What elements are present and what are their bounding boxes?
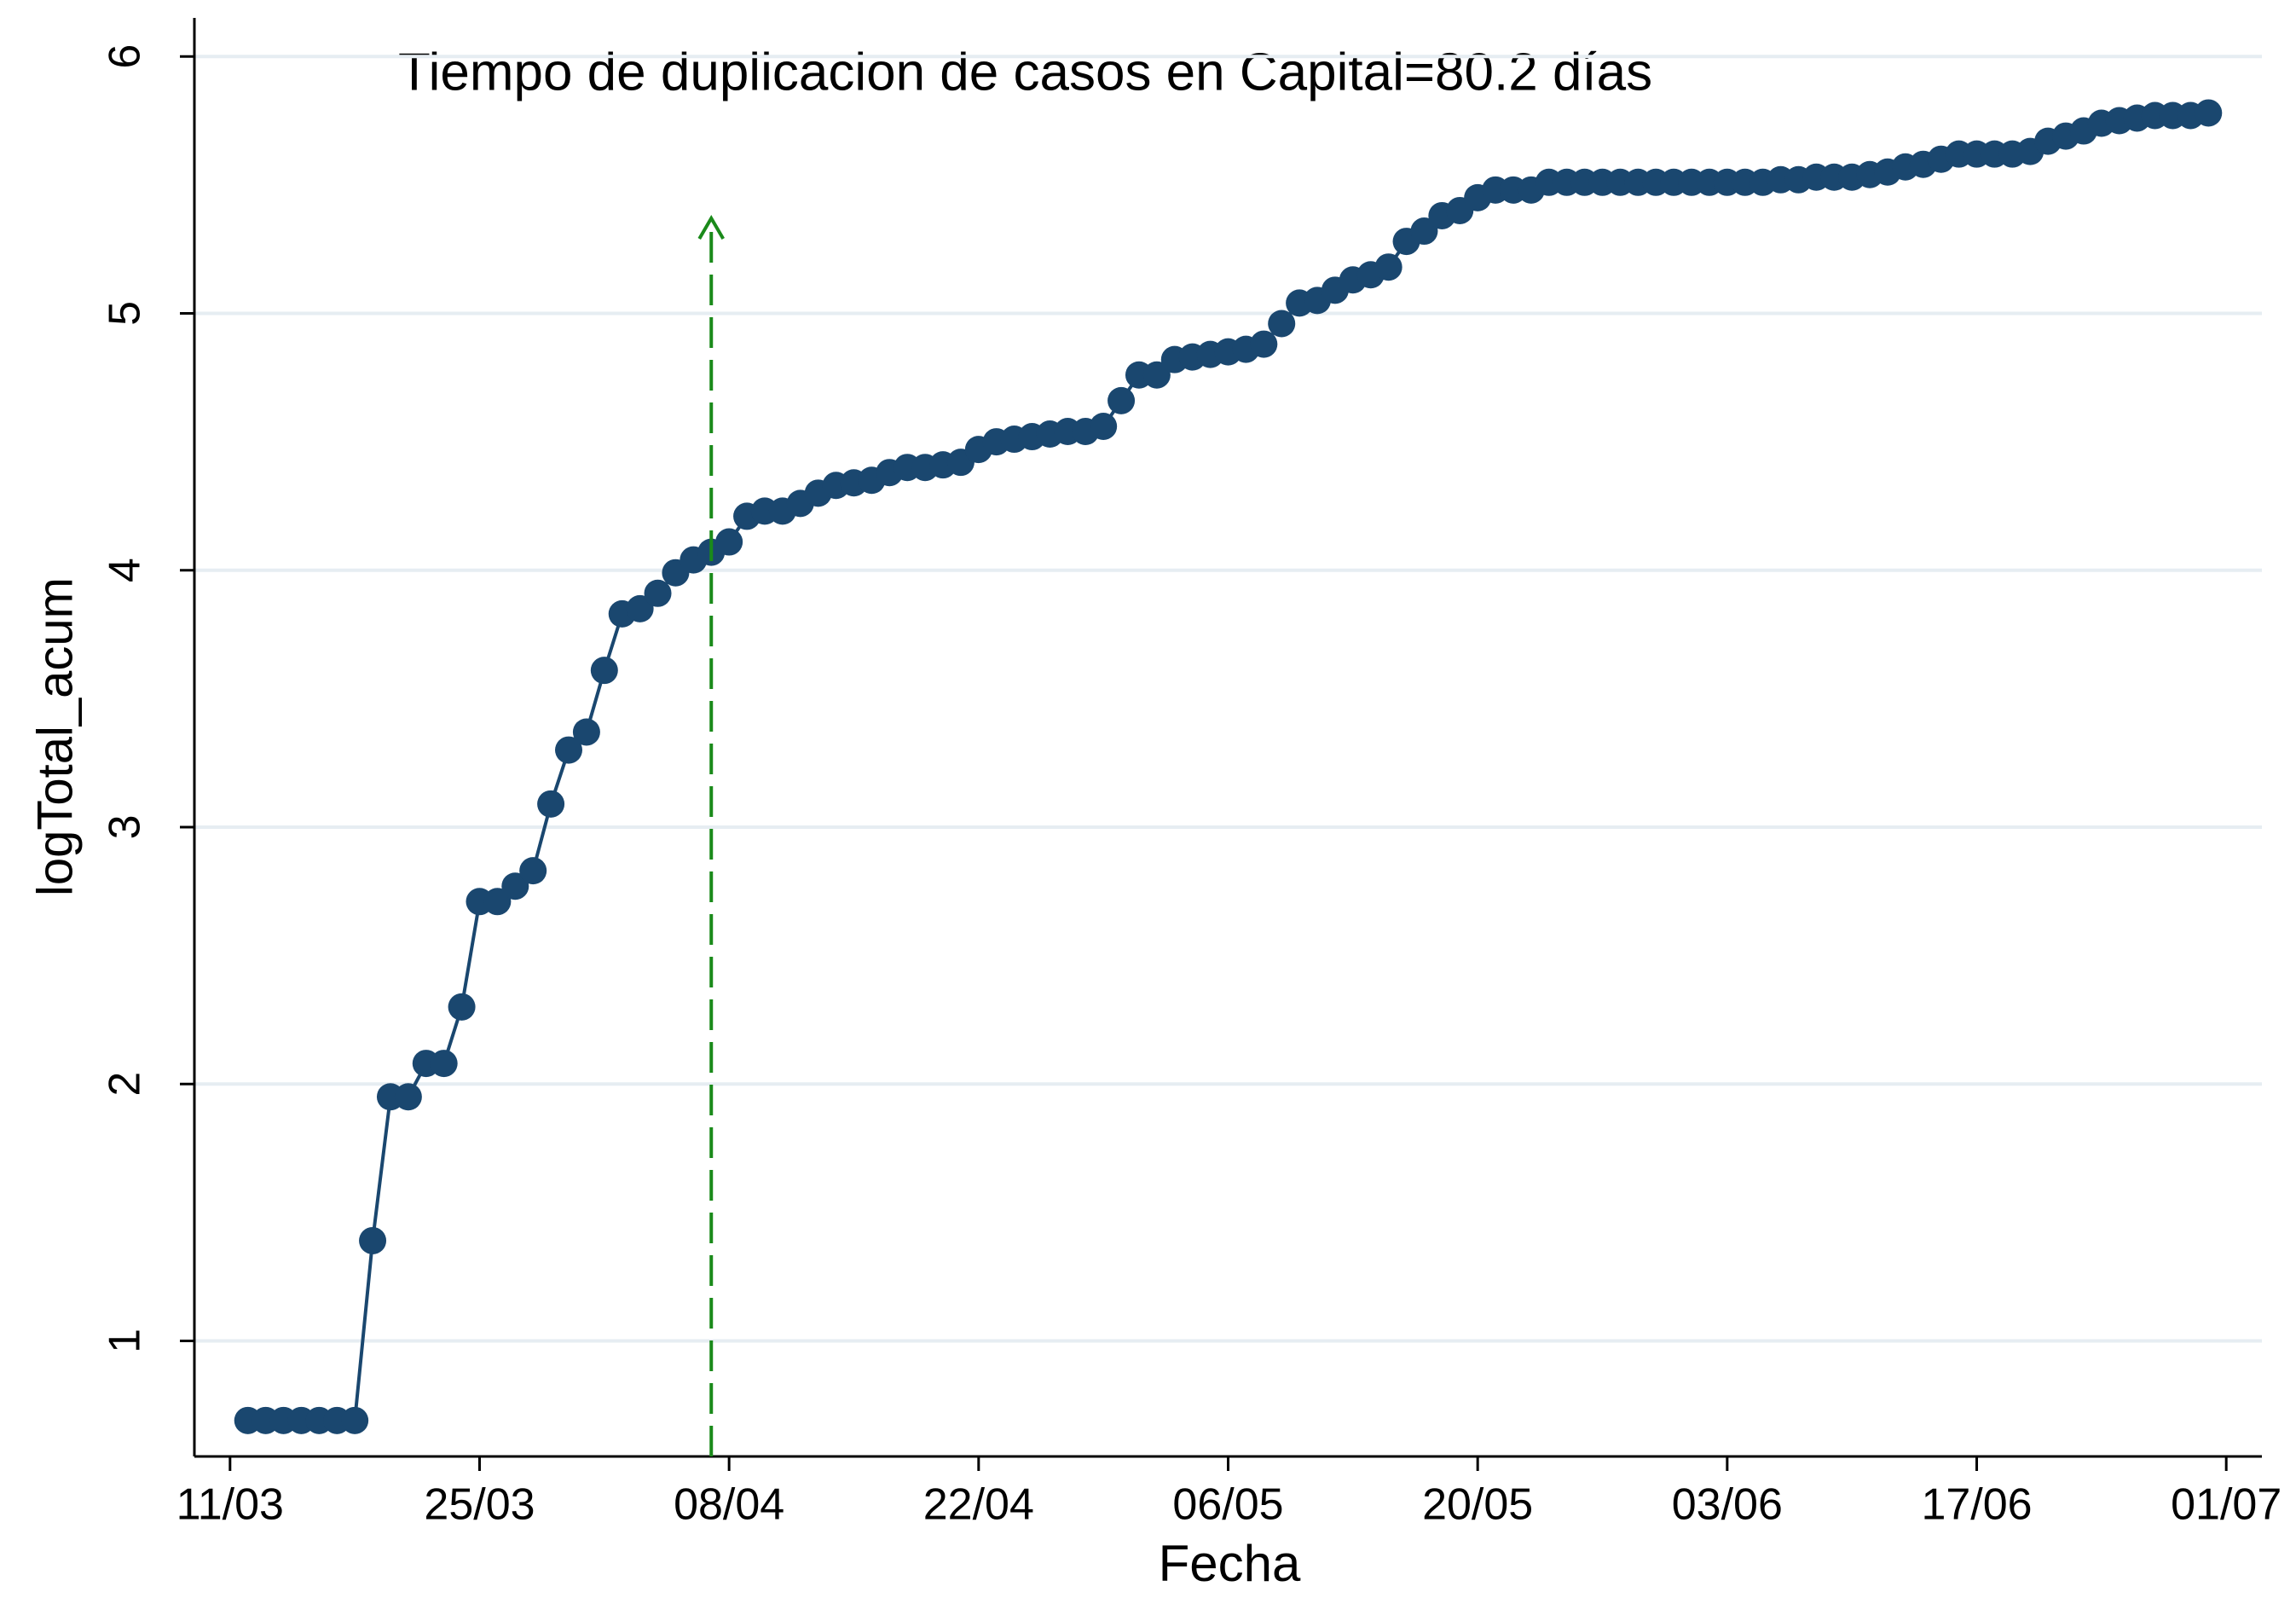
x-tick-label: 01/07 xyxy=(2171,1480,2282,1530)
y-tick-label: 3 xyxy=(101,814,150,839)
y-tick-label: 2 xyxy=(101,1072,150,1097)
x-tick-label: 20/05 xyxy=(1422,1480,1533,1530)
data-point xyxy=(1410,217,1438,246)
data-point xyxy=(483,888,512,916)
data-point xyxy=(1090,412,1118,440)
data-point xyxy=(555,736,583,764)
y-tick-label: 5 xyxy=(101,301,150,326)
arrow xyxy=(697,215,725,1456)
data-point xyxy=(1108,386,1136,414)
annotation: Tiempo de duplicacion de casos en Capita… xyxy=(398,43,1652,101)
arrow-head xyxy=(697,215,725,240)
x-tick-label: 22/04 xyxy=(923,1480,1034,1530)
x-axis-label: Fecha xyxy=(1159,1535,1301,1592)
x-tick-label: 03/06 xyxy=(1672,1480,1783,1530)
data-point xyxy=(1374,253,1402,281)
data-point xyxy=(1250,330,1278,358)
y-tick-label: 6 xyxy=(101,44,150,69)
x-tick-label: 17/06 xyxy=(1921,1480,2032,1530)
x-tick-label: 11/03 xyxy=(176,1480,284,1530)
data-point xyxy=(394,1083,422,1111)
data-point xyxy=(501,872,529,900)
data-point xyxy=(590,657,618,685)
data-point xyxy=(572,718,600,746)
data-point xyxy=(715,528,743,556)
data-point xyxy=(626,594,654,622)
data-point xyxy=(537,790,565,818)
x-tick-label: 06/05 xyxy=(1172,1480,1283,1530)
data-point xyxy=(359,1226,387,1254)
data-point xyxy=(2195,99,2223,127)
data-point xyxy=(430,1050,458,1078)
data-point xyxy=(1268,310,1296,338)
data-line xyxy=(247,111,2209,1422)
data-point xyxy=(448,993,476,1021)
data-point xyxy=(519,857,547,885)
y-axis-label: logTotal_acum xyxy=(27,577,83,896)
y-tick-label: 1 xyxy=(101,1329,150,1353)
data-point xyxy=(341,1406,369,1434)
data-point xyxy=(1142,361,1171,389)
data-point xyxy=(644,579,672,607)
x-tick-label: 08/04 xyxy=(674,1480,784,1530)
x-tick-label: 25/03 xyxy=(424,1480,535,1530)
y-tick-label: 4 xyxy=(101,558,150,582)
